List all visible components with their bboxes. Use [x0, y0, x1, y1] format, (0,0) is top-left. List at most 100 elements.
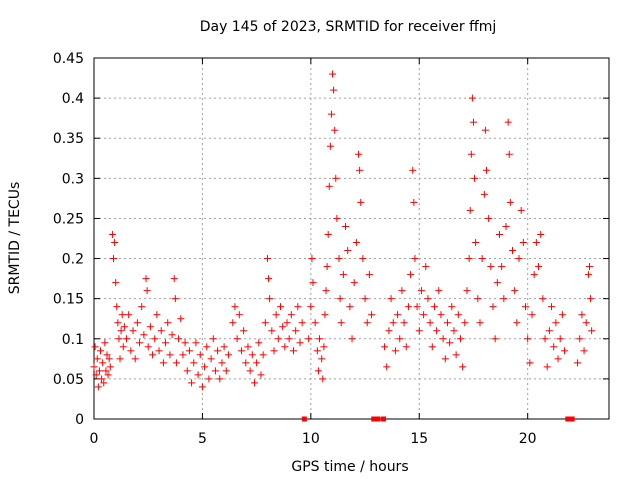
- data-point: [99, 359, 107, 367]
- chart-title: Day 145 of 2023, SRMTID for receiver ffm…: [200, 19, 497, 35]
- data-point: [172, 359, 180, 367]
- data-point: [526, 359, 534, 367]
- data-point: [580, 347, 588, 355]
- data-point: [452, 351, 460, 359]
- data-point: [248, 351, 256, 359]
- data-series: [90, 70, 596, 391]
- data-point: [287, 311, 295, 319]
- data-point: [229, 319, 237, 327]
- data-point: [253, 359, 261, 367]
- data-point: [411, 255, 419, 263]
- gap-marker: [380, 416, 386, 422]
- y-tick-label: 0.3: [62, 171, 84, 187]
- data-point: [502, 222, 510, 230]
- data-point: [270, 347, 278, 355]
- data-point: [116, 355, 124, 363]
- data-point: [105, 355, 113, 363]
- data-point: [185, 347, 193, 355]
- data-point: [459, 363, 467, 371]
- data-point: [587, 295, 595, 303]
- data-point: [441, 355, 449, 363]
- data-point: [106, 363, 114, 371]
- y-tick-label: 0.05: [53, 372, 84, 388]
- data-point: [140, 331, 148, 339]
- data-point: [285, 335, 293, 343]
- data-point: [194, 371, 202, 379]
- data-point: [159, 359, 167, 367]
- data-point: [517, 206, 525, 214]
- data-point: [472, 239, 480, 247]
- data-point: [274, 335, 282, 343]
- data-point: [211, 367, 219, 375]
- data-point: [333, 214, 341, 222]
- data-point: [481, 126, 489, 134]
- data-point: [482, 166, 490, 174]
- data-point: [357, 198, 365, 206]
- data-point: [524, 335, 532, 343]
- y-tick-label: 0.1: [62, 332, 84, 348]
- data-point: [93, 355, 101, 363]
- data-point: [413, 303, 421, 311]
- data-point: [402, 343, 410, 351]
- data-point: [181, 339, 189, 347]
- data-point: [435, 287, 443, 295]
- data-point: [495, 230, 503, 238]
- data-point: [443, 319, 451, 327]
- data-point: [387, 295, 395, 303]
- data-point: [498, 263, 506, 271]
- data-point: [117, 327, 125, 335]
- data-point: [326, 142, 334, 150]
- data-point: [463, 287, 471, 295]
- data-point: [404, 303, 412, 311]
- data-point: [231, 303, 239, 311]
- y-tick-label: 0.15: [53, 292, 84, 308]
- data-point: [361, 295, 369, 303]
- data-point: [205, 375, 213, 383]
- data-point: [528, 311, 536, 319]
- data-point: [142, 275, 150, 283]
- data-point: [359, 255, 367, 263]
- x-tick-label: 20: [519, 431, 537, 447]
- data-point: [465, 255, 473, 263]
- data-point: [162, 339, 170, 347]
- data-point: [417, 287, 425, 295]
- data-point: [439, 335, 447, 343]
- data-point: [149, 351, 157, 359]
- data-point: [257, 371, 265, 379]
- data-point: [240, 327, 248, 335]
- data-point: [143, 287, 151, 295]
- data-point: [166, 351, 174, 359]
- data-point: [233, 335, 241, 343]
- data-point: [513, 319, 521, 327]
- data-point: [97, 347, 105, 355]
- data-point: [131, 355, 139, 363]
- data-point: [550, 343, 558, 351]
- data-point: [511, 287, 519, 295]
- data-point: [383, 363, 391, 371]
- data-point: [209, 335, 217, 343]
- data-point: [198, 383, 206, 391]
- data-point: [426, 319, 434, 327]
- data-point: [311, 319, 319, 327]
- data-point: [92, 371, 100, 379]
- data-point: [108, 230, 116, 238]
- axis-ticks: 0 0.05 0.1 0.15 0.2 0.25 0.3 0.35 0.4 0.45 0 5 10 15 2…: [53, 51, 609, 447]
- data-point: [164, 319, 172, 327]
- data-point: [532, 239, 540, 247]
- data-point: [321, 311, 329, 319]
- data-point: [474, 295, 482, 303]
- data-point: [246, 367, 254, 375]
- data-point: [222, 367, 230, 375]
- data-point: [584, 271, 592, 279]
- y-axis-label: SRMTID / TECUs: [7, 182, 23, 295]
- data-point: [554, 355, 562, 363]
- data-point: [330, 86, 338, 94]
- data-point: [322, 287, 330, 295]
- data-point: [136, 339, 144, 347]
- data-point: [489, 303, 497, 311]
- data-point: [95, 367, 103, 375]
- data-point: [530, 271, 538, 279]
- data-point: [201, 363, 209, 371]
- data-point: [244, 343, 252, 351]
- data-point: [308, 255, 316, 263]
